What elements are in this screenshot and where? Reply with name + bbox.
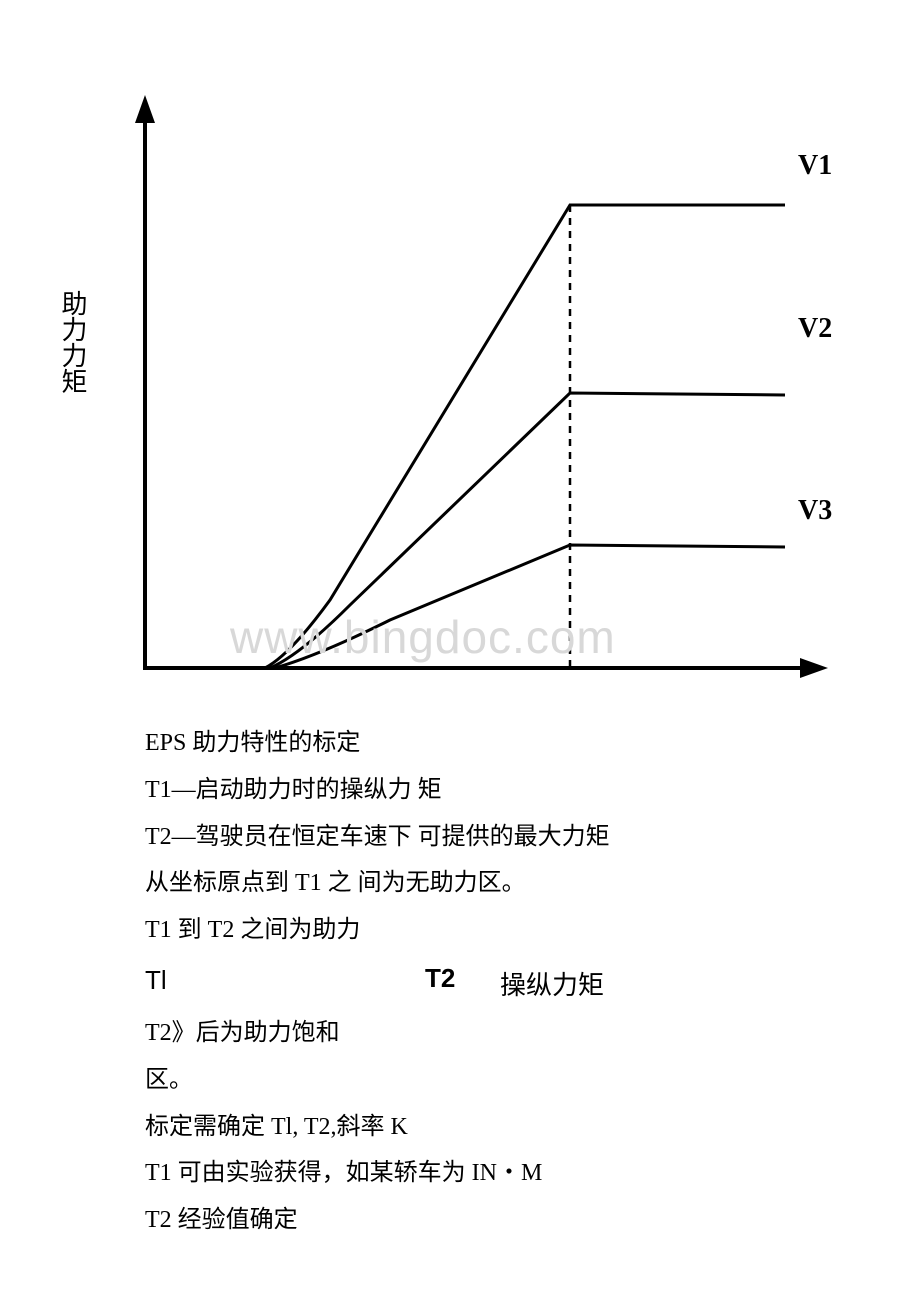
text-line: T2—驾驶员在恒定车速下 可提供的最大力矩 <box>145 814 845 861</box>
text-line: T1 到 T2 之间为助力 <box>145 907 845 954</box>
chart-container <box>90 95 830 685</box>
v2-label: V2 <box>798 313 832 345</box>
v1-label: V1 <box>798 150 832 182</box>
text-line: T1 可由实验获得，如某轿车为 IN・M <box>145 1150 845 1197</box>
v3-label: V3 <box>798 495 832 527</box>
v2-line <box>270 393 785 668</box>
text-line: 从坐标原点到 T1 之 间为无助力区。 <box>145 860 845 907</box>
text-line: T2》后为助力饱和 <box>145 1010 845 1057</box>
t1-label: Tl <box>145 965 167 996</box>
text-block-1: EPS 助力特性的标定 T1—启动助力时的操纵力 矩 T2—驾驶员在恒定车速下 … <box>145 720 845 954</box>
t2-label: T2 <box>425 963 455 994</box>
eps-chart <box>90 95 830 685</box>
x-axis-label: 操纵力矩 <box>500 965 604 1002</box>
text-line: EPS 助力特性的标定 <box>145 720 845 767</box>
y-axis-label-text: 助力力矩 <box>59 290 85 394</box>
text-block-2: T2》后为助力饱和 区。 标定需确定 Tl, T2,斜率 K T1 可由实验获得… <box>145 1010 845 1244</box>
text-line: 区。 <box>145 1057 845 1104</box>
x-axis-arrow <box>800 658 828 678</box>
y-axis-arrow <box>135 95 155 123</box>
text-line: T2 经验值确定 <box>145 1197 845 1244</box>
y-axis-label: 助力力矩 <box>55 290 85 394</box>
text-line: T1—启动助力时的操纵力 矩 <box>145 767 845 814</box>
text-line: 标定需确定 Tl, T2,斜率 K <box>145 1104 845 1151</box>
